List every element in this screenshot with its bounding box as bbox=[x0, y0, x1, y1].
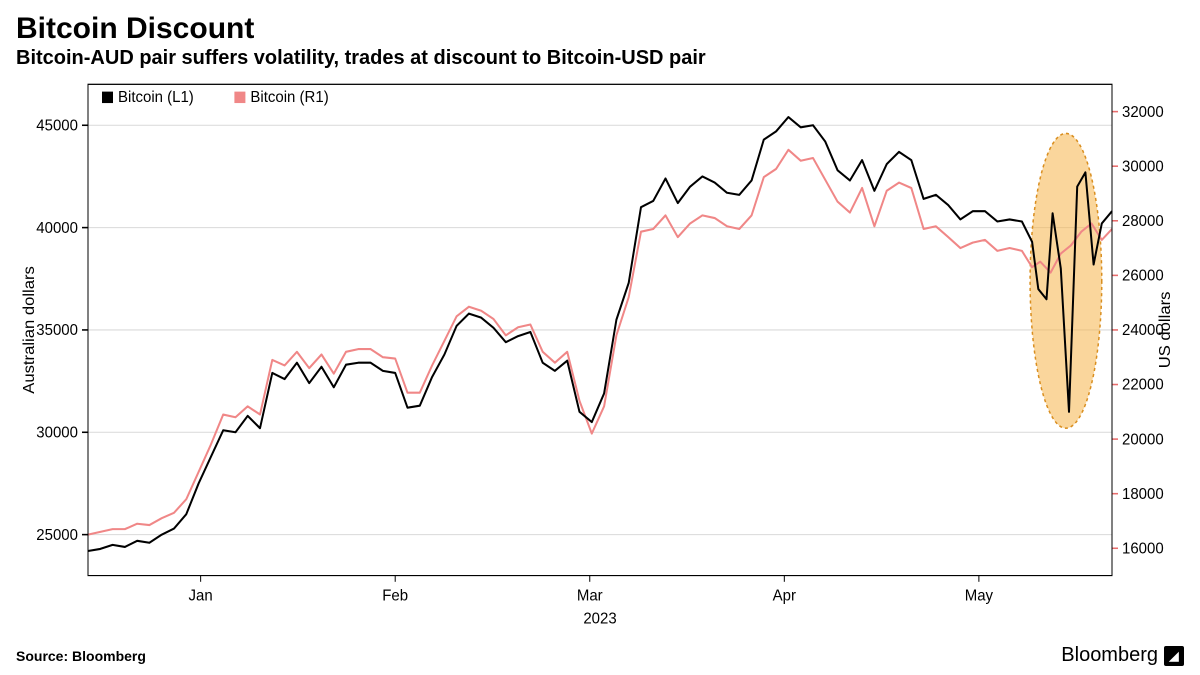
svg-text:45000: 45000 bbox=[36, 117, 78, 134]
chart-svg: 25000 30000 35000 40000 45000 16000 18000 20000… bbox=[16, 76, 1184, 638]
svg-text:Australian dollars: Australian dollars bbox=[20, 266, 38, 394]
svg-text:30000: 30000 bbox=[1122, 158, 1164, 175]
brand-icon: ◢ bbox=[1164, 646, 1184, 666]
brand-text: Bloomberg bbox=[1061, 644, 1158, 667]
svg-text:22000: 22000 bbox=[1122, 376, 1164, 393]
svg-text:Mar: Mar bbox=[577, 587, 603, 604]
chart-title: Bitcoin Discount bbox=[16, 12, 1184, 45]
chart-area: 25000 30000 35000 40000 45000 16000 18000 20000… bbox=[16, 76, 1184, 638]
svg-text:40000: 40000 bbox=[36, 220, 78, 237]
svg-text:30000: 30000 bbox=[36, 424, 78, 441]
svg-text:US dollars: US dollars bbox=[1156, 292, 1174, 369]
svg-text:32000: 32000 bbox=[1122, 104, 1164, 121]
svg-text:18000: 18000 bbox=[1122, 486, 1164, 503]
brand-logo: Bloomberg ◢ bbox=[1061, 644, 1184, 667]
svg-text:May: May bbox=[965, 587, 994, 604]
svg-text:26000: 26000 bbox=[1122, 267, 1164, 284]
svg-text:25000: 25000 bbox=[36, 527, 78, 544]
chart-subtitle: Bitcoin-AUD pair suffers volatility, tra… bbox=[16, 47, 1184, 70]
svg-text:Apr: Apr bbox=[773, 587, 796, 604]
svg-text:2023: 2023 bbox=[583, 610, 616, 627]
svg-text:16000: 16000 bbox=[1122, 540, 1164, 557]
svg-text:20000: 20000 bbox=[1122, 431, 1164, 448]
source-text: Source: Bloomberg bbox=[16, 648, 146, 664]
svg-text:Feb: Feb bbox=[382, 587, 408, 604]
svg-text:35000: 35000 bbox=[36, 322, 78, 339]
svg-text:Bitcoin (R1): Bitcoin (R1) bbox=[250, 89, 328, 106]
svg-text:28000: 28000 bbox=[1122, 213, 1164, 230]
svg-text:Bitcoin (L1): Bitcoin (L1) bbox=[118, 89, 194, 106]
svg-text:Jan: Jan bbox=[189, 587, 213, 604]
